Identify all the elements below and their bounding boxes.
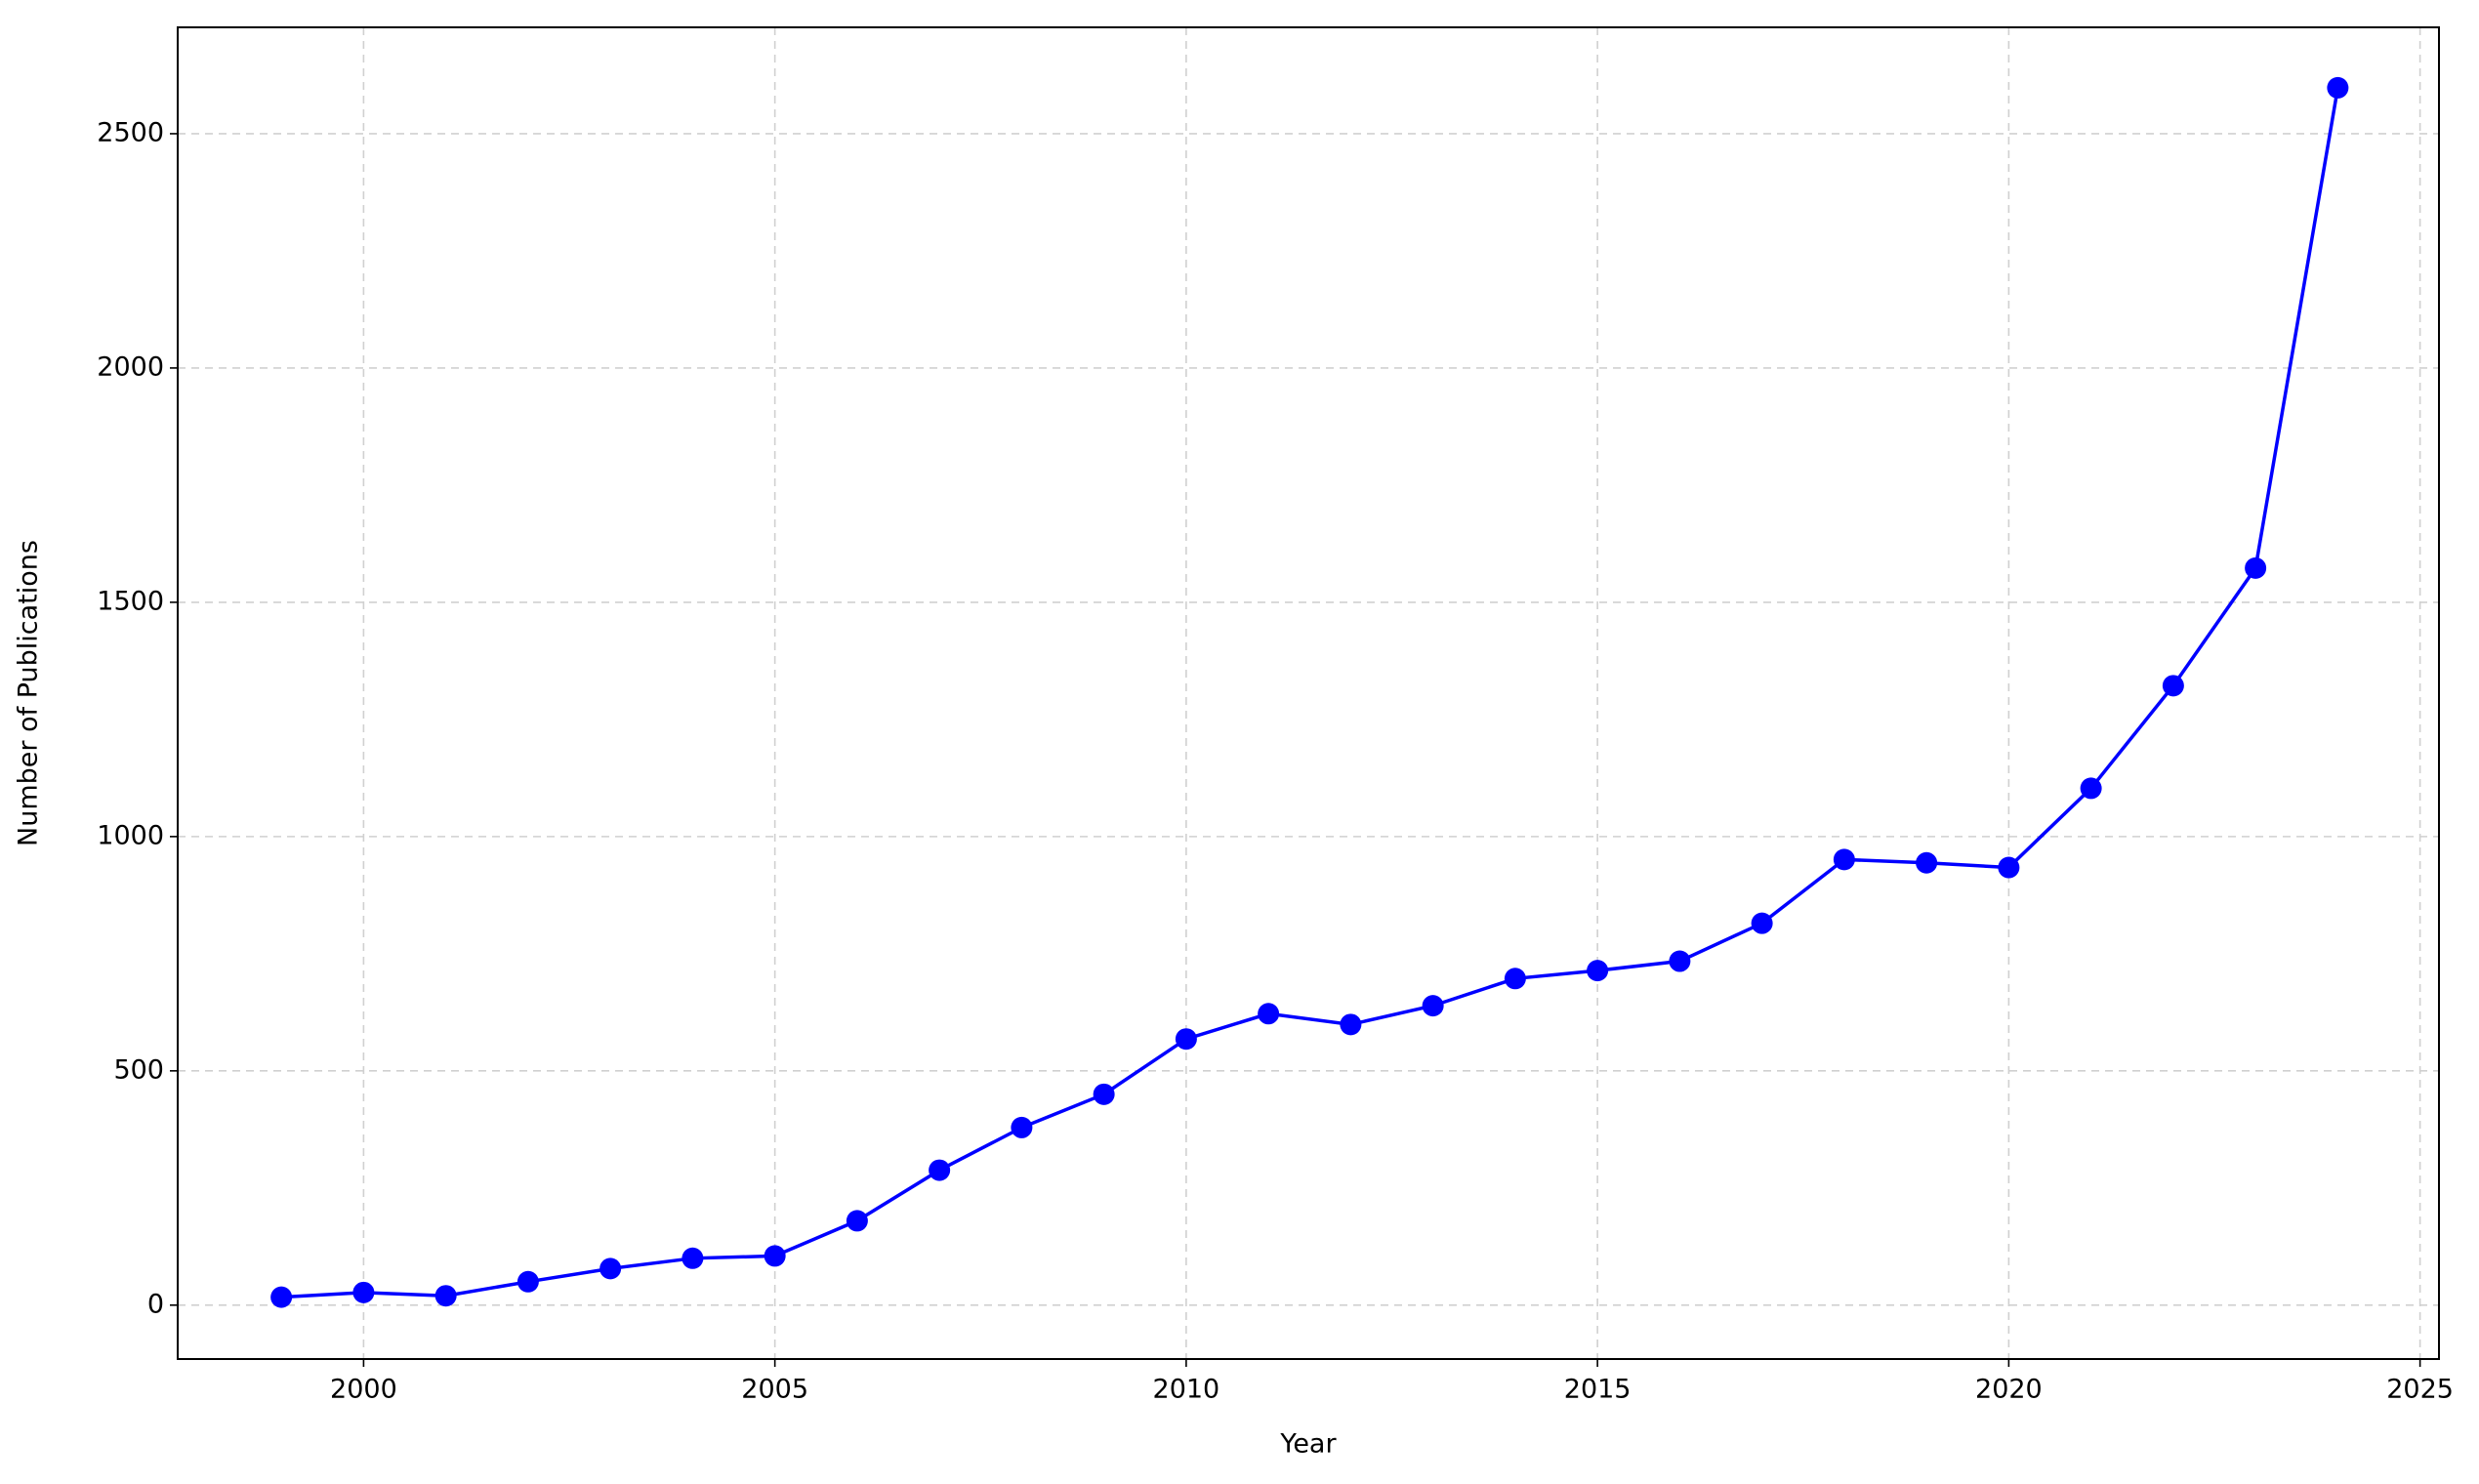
data-point: [2080, 777, 2102, 800]
data-point: [764, 1245, 786, 1267]
y-tick-label: 2000: [97, 351, 164, 382]
data-point: [2327, 76, 2349, 99]
data-line: [281, 87, 2340, 1299]
x-tick-label: 2010: [1153, 1375, 1220, 1405]
y-tick-label: 500: [113, 1054, 164, 1085]
plot-frame: [177, 26, 2440, 1360]
data-point: [1833, 848, 1855, 871]
y-tick-label: 2500: [97, 117, 164, 147]
data-point: [1751, 912, 1773, 934]
y-tick-label: 1000: [97, 820, 164, 850]
data-point: [2245, 556, 2267, 579]
y-tick-label: 1500: [97, 586, 164, 616]
data-point: [1175, 1028, 1197, 1051]
data-point: [1422, 995, 1444, 1017]
data-point: [1998, 856, 2020, 879]
data-point: [929, 1159, 951, 1181]
data-point: [1258, 1003, 1280, 1025]
x-tick-label: 2000: [330, 1375, 397, 1405]
x-tick-label: 2025: [2386, 1375, 2454, 1405]
data-point: [1669, 950, 1691, 972]
data-point: [1340, 1013, 1362, 1036]
data-point: [2162, 675, 2184, 697]
data-point: [846, 1210, 868, 1232]
x-tick-label: 2020: [1975, 1375, 2043, 1405]
x-tick-label: 2015: [1564, 1375, 1632, 1405]
x-axis-label: Year: [1279, 1429, 1337, 1460]
data-point: [682, 1247, 704, 1269]
data-point: [516, 1270, 539, 1293]
y-tick-label: 0: [147, 1289, 164, 1319]
data-point: [1916, 851, 1938, 874]
y-axis-label: Number of Publications: [14, 540, 44, 846]
data-point: [1093, 1083, 1115, 1105]
data-point: [1587, 960, 1609, 982]
x-tick-label: 2005: [741, 1375, 808, 1405]
data-point: [434, 1285, 457, 1307]
data-point: [352, 1281, 375, 1303]
data-point: [599, 1257, 622, 1280]
data-point: [270, 1286, 293, 1308]
data-point: [1011, 1116, 1033, 1138]
data-point: [1504, 968, 1526, 990]
